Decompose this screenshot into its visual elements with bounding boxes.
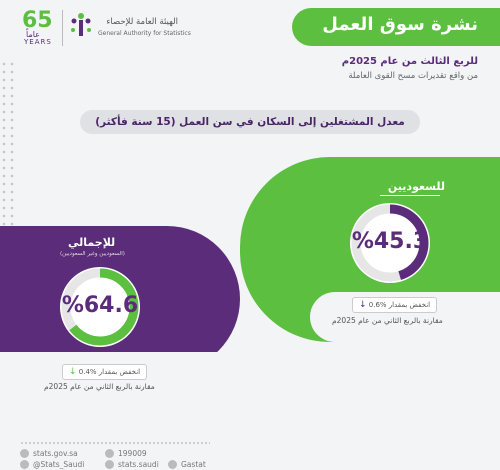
total-sublabel: (السعوديين وغير السعوديين) xyxy=(60,251,125,257)
linkedin-icon xyxy=(168,460,177,469)
total-change: انخفض بمقدار %0.4 xyxy=(78,368,141,376)
total-comparison: مقارنة بالربع الثاني من عام 2025م xyxy=(44,382,155,391)
total-donut-bg xyxy=(60,267,140,347)
section-title: معدل المشتغلين إلى السكان في سن العمل (1… xyxy=(80,110,420,134)
saudis-donut-arc xyxy=(351,204,429,282)
total-change-box: انخفض بمقدار %0.4 ↓ xyxy=(62,364,148,380)
period-label: للربع الثالث من عام 2025م xyxy=(341,56,478,67)
footer-phone[interactable]: 199009 xyxy=(105,449,147,458)
saudis-donut xyxy=(350,203,430,283)
source-label: من واقع تقديرات مسح القوى العاملة xyxy=(348,71,478,81)
footer-website[interactable]: stats.gov.sa xyxy=(20,449,78,458)
anniversary-logo: 65 xyxy=(22,8,53,33)
gastat-logo-icon xyxy=(71,13,91,36)
saudis-label-underline xyxy=(380,195,440,196)
globe-icon xyxy=(20,449,29,458)
title-banner xyxy=(292,8,500,46)
saudis-value: %45.3 xyxy=(351,229,429,254)
twitter-icon xyxy=(20,460,29,469)
anniversary-years: YEARS xyxy=(24,38,52,46)
saudis-label: للسعوديين xyxy=(387,180,445,193)
total-donut xyxy=(60,267,140,347)
footer-linkedin[interactable]: Gastat xyxy=(168,460,206,469)
footer-dots xyxy=(20,442,210,444)
anniversary-ar: عاماً xyxy=(26,30,40,39)
arrow-down-icon: ↓ xyxy=(359,300,367,310)
footer-facebook[interactable]: stats.saudi xyxy=(105,460,159,469)
facebook-icon xyxy=(105,460,114,469)
saudis-change: انخفض بمقدار %0.6 xyxy=(368,301,431,309)
total-label: للإجمالي xyxy=(68,236,116,249)
saudis-change-box: انخفض بمقدار %0.6 ↓ xyxy=(352,297,438,313)
footer-twitter[interactable]: @Stats_Saudi xyxy=(20,460,84,469)
total-donut-arc xyxy=(61,268,139,346)
arrow-down-icon: ↓ xyxy=(69,367,77,377)
saudis-comparison: مقارنة بالربع الثاني من عام 2025م xyxy=(332,316,443,325)
saudis-donut-bg xyxy=(350,203,430,283)
phone-icon xyxy=(105,449,114,458)
gastat-name-ar: الهيئة العامة للإحصاء xyxy=(106,17,178,27)
page-title: نشرة سوق العمل xyxy=(322,14,478,35)
total-info-panel xyxy=(0,352,240,412)
logo-divider xyxy=(62,10,63,46)
total-value: %64.6 xyxy=(61,293,139,318)
gastat-name-en: General Authority for Statistics xyxy=(98,30,191,37)
